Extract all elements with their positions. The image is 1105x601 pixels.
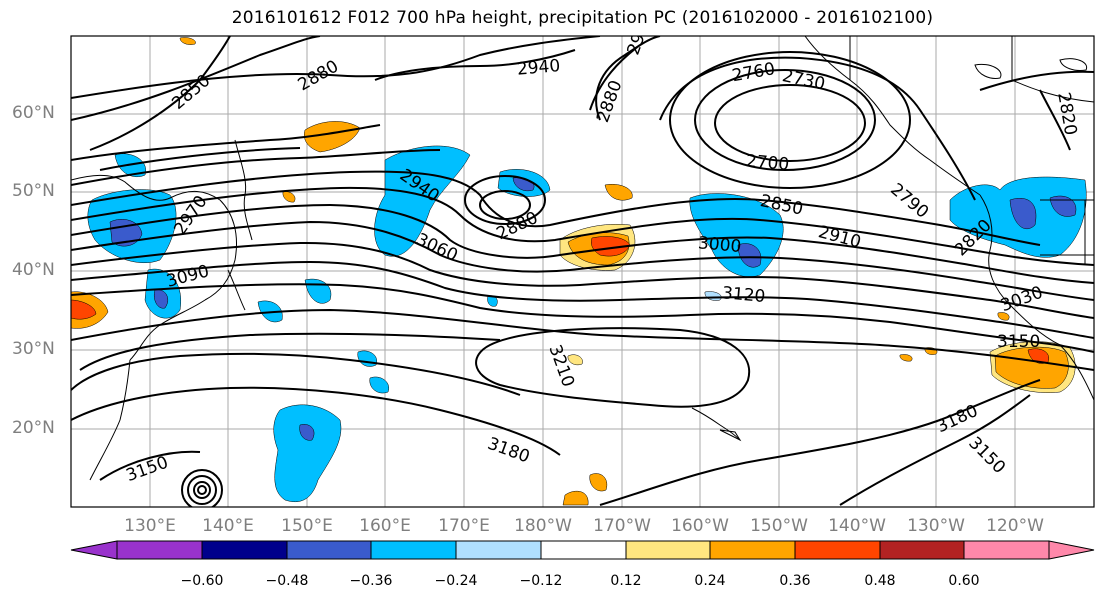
contour-label: 2880 — [295, 56, 342, 95]
colorbar-tick: −0.48 — [265, 573, 309, 589]
precip-negative — [87, 145, 1087, 503]
colorbar-tick: 0.36 — [779, 573, 811, 589]
lat-label-30n: 30°N — [12, 339, 55, 359]
contour-label: 3060 — [413, 230, 461, 266]
colorbar-tick: −0.24 — [434, 573, 478, 589]
colorbar-tick: −0.12 — [519, 573, 563, 589]
contour-label: 2910 — [816, 222, 863, 253]
lat-label-20n: 20°N — [12, 418, 55, 438]
map-area: 2850 2880 2940 2760 2730 2820 2880 2910 … — [71, 10, 1094, 507]
lon-label: 160°E — [359, 516, 411, 536]
contour-label: 3120 — [721, 283, 766, 307]
lon-label: 130°E — [124, 516, 176, 536]
colorbar-tick: 0.48 — [864, 573, 896, 589]
contour-label: 3180 — [485, 434, 532, 468]
contour-label: 3150 — [997, 332, 1040, 352]
contour-label: 3210 — [544, 342, 578, 389]
colorbar — [70, 540, 1095, 560]
lon-label: 130°W — [907, 516, 965, 536]
map-frame — [70, 35, 1095, 508]
height-contours — [71, 36, 1094, 507]
contour-label: 2880 — [493, 208, 541, 244]
lon-label: 140°W — [828, 516, 886, 536]
colorbar-tick: −0.36 — [349, 573, 393, 589]
colorbar-tick: 0.24 — [694, 573, 726, 589]
colorbar-tick: −0.60 — [180, 573, 224, 589]
gridlines — [71, 36, 1094, 507]
contour-label: 2730 — [780, 66, 826, 95]
lat-label-50n: 50°N — [12, 181, 55, 201]
contour-label: 2910 — [623, 10, 657, 57]
lon-label: 120°W — [986, 516, 1044, 536]
lat-label-60n: 60°N — [12, 103, 55, 123]
lon-label: 170°E — [438, 516, 490, 536]
lon-label: 140°E — [202, 516, 254, 536]
lon-label: 150°W — [750, 516, 808, 536]
colorbar-high-extend — [1048, 540, 1095, 560]
contour-label: 2940 — [516, 56, 561, 80]
lat-label-40n: 40°N — [12, 260, 55, 280]
contour-label: 3150 — [964, 433, 1009, 478]
lon-label: 150°E — [281, 516, 333, 536]
contour-label: 3000 — [697, 233, 742, 257]
lon-label: 180°W — [514, 516, 572, 536]
contour-label: 2820 — [1053, 91, 1080, 137]
colorbar-low-extend — [70, 540, 118, 560]
lon-label: 160°W — [671, 516, 729, 536]
colorbar-tick: 0.12 — [610, 573, 642, 589]
contour-label: 2700 — [745, 151, 790, 175]
lon-label: 170°W — [593, 516, 651, 536]
map-title: 2016101612 F012 700 hPa height, precipit… — [231, 8, 934, 28]
colorbar-tick: 0.60 — [948, 573, 980, 589]
contour-label: 3030 — [998, 283, 1045, 317]
contour-label: 2790 — [886, 179, 932, 222]
